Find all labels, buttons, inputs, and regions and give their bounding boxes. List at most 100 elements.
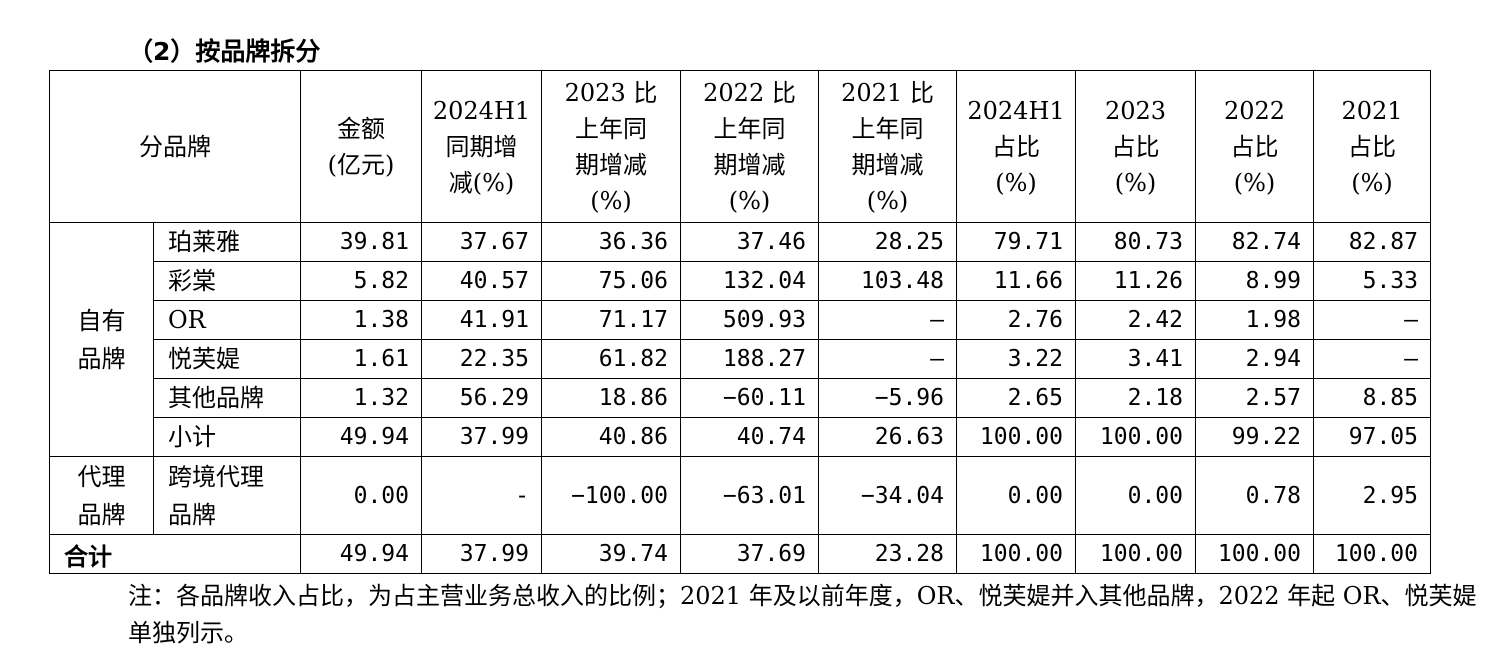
- brand-table: 分品牌 金额 (亿元) 2024H1 同期增 减(%) 2023 比上年同 期增减 (%) 202…: [49, 70, 1431, 574]
- value-cell: 82.87: [1313, 222, 1431, 262]
- value-cell: 40.86: [541, 417, 681, 457]
- brand-cell: 彩棠: [153, 261, 301, 301]
- value-cell: 49.94: [300, 417, 422, 457]
- table-row: 代理 品牌 跨境代理 品牌 0.00- −100.00 −63.01 −34.04 0.00 0.…: [49, 456, 1431, 535]
- value-cell: 100.00: [1075, 417, 1196, 457]
- table-body: 自有 品牌 珀莱雅 39.81 37.67 36.36 37.46 28.25 79.71 80.…: [49, 222, 1431, 574]
- value-cell: 100.00: [1313, 534, 1431, 574]
- total-row: 合计 49.94 37.99 39.74 37.69 23.28 100.00 100.00 1…: [49, 534, 1431, 574]
- header-cell: 金额 (亿元): [300, 70, 422, 223]
- header-text: (%): [728, 186, 771, 215]
- value-cell: –: [818, 339, 957, 379]
- value-cell: 11.66: [956, 261, 1076, 301]
- value-cell: 188.27: [680, 339, 819, 379]
- header-text: (%): [1351, 168, 1393, 197]
- total-label: 合计: [49, 534, 301, 574]
- header-text: (%): [1114, 168, 1157, 197]
- header-text: 金额: [337, 114, 385, 143]
- value-cell: 100.00: [1195, 534, 1314, 574]
- value-cell: 0.00: [1075, 456, 1196, 535]
- header-text: 2023 比: [564, 78, 658, 107]
- value-cell: 61.82: [541, 339, 681, 379]
- brand-text: 跨境代理: [168, 462, 264, 491]
- table-row: 小计 49.94 37.99 40.86 40.74 26.63 100.00 100.00 9…: [50, 417, 1431, 457]
- value-cell: 3.22: [956, 339, 1076, 379]
- header-cell: 2022 比上年同 期增减 (%): [680, 70, 819, 223]
- brand-text: 悦芙媞: [168, 345, 240, 373]
- value-cell: 1.61: [300, 339, 422, 379]
- value-cell: 39.74: [541, 534, 681, 574]
- header-text: 2022: [1223, 96, 1286, 125]
- header-text: 占比: [1230, 132, 1279, 161]
- header-text: 期增减: [713, 150, 786, 179]
- value-cell: 103.48: [818, 261, 957, 301]
- value-cell: −34.04: [818, 456, 957, 535]
- value-cell: 1.32: [300, 378, 422, 418]
- value-cell: 49.94: [300, 534, 422, 574]
- value-cell: −63.01: [680, 456, 819, 535]
- table-row: 其他品牌 1.32 56.29 18.86 −60.11 −5.96 2.65 2.18 2.5…: [50, 378, 1431, 418]
- header-text: 期增减: [851, 150, 924, 179]
- value-cell: 71.17: [541, 300, 681, 340]
- table-row: 悦芙媞 1.61 22.35 61.82 188.27–3.22 3.41 2.94–: [50, 339, 1431, 379]
- note-line: 注：各品牌收入占比，为占主营业务总收入的比例；2021 年及以前年度，OR、悦芙…: [128, 582, 1147, 610]
- table-header: 分品牌 金额 (亿元) 2024H1 同期增 减(%) 2023 比上年同 期增减 (%) 202…: [49, 70, 1431, 223]
- brand-text: 彩棠: [168, 267, 216, 295]
- header-text: 期增减: [575, 150, 647, 179]
- value-cell: 1.38: [300, 300, 422, 340]
- brand-text: 小计: [168, 423, 216, 451]
- value-cell: 2.42: [1075, 300, 1196, 340]
- group-text: 代理: [77, 462, 126, 491]
- value-cell: 2.76: [956, 300, 1076, 340]
- header-text: 占比: [992, 132, 1040, 161]
- header-row: 分品牌 金额 (亿元) 2024H1 同期增 减(%) 2023 比上年同 期增减 (%) 202…: [49, 70, 1431, 223]
- value-cell: 37.69: [680, 534, 819, 574]
- section-heading: （2）按品牌拆分: [128, 37, 321, 66]
- brand-cell: OR: [153, 300, 301, 340]
- value-cell: 37.46: [680, 222, 819, 262]
- header-cell: 2023 占比 (%): [1075, 70, 1196, 223]
- value-cell: −60.11: [680, 378, 819, 418]
- value-cell: 97.05: [1313, 417, 1431, 457]
- value-cell: 2.95: [1313, 456, 1431, 535]
- brand-text: 其他品牌: [168, 384, 264, 412]
- value-cell: 1.98: [1195, 300, 1314, 340]
- note-line: 品牌，2022 年起 OR、悦芙媞单独列示。: [128, 582, 1477, 647]
- brand-text: 珀莱雅: [168, 228, 240, 256]
- value-cell: 26.63: [818, 417, 957, 457]
- header-cell: 2022 占比 (%): [1195, 70, 1314, 223]
- table-row: OR 1.38 41.91 71.17 509.93–2.76 2.42 1.98–: [50, 300, 1431, 340]
- header-cell: 2024H1 同期增 减(%): [421, 70, 542, 223]
- brand-cell: 跨境代理 品牌: [153, 456, 301, 535]
- value-cell: 18.86: [541, 378, 681, 418]
- header-text: 2022 比: [703, 78, 796, 107]
- header-text: 2024H1: [967, 96, 1065, 125]
- header-text: 分品牌: [139, 132, 211, 161]
- value-cell: 100.00: [956, 534, 1076, 574]
- value-cell: 8.85: [1313, 378, 1431, 418]
- value-cell: 132.04: [680, 261, 819, 301]
- header-cell: 2021 占比 (%): [1313, 70, 1431, 223]
- table-row: 彩棠 5.82 40.57 75.06 132.04 103.48 11.66 11.26 8.…: [50, 261, 1431, 301]
- header-text: (%): [590, 186, 632, 215]
- header-text: 同期增: [445, 132, 518, 161]
- value-cell: −5.96: [818, 378, 957, 418]
- value-cell: 80.73: [1075, 222, 1196, 262]
- value-cell: –: [818, 300, 957, 340]
- value-cell: 0.78: [1195, 456, 1314, 535]
- header-cell: 分品牌: [49, 70, 301, 223]
- table-row: 自有 品牌 珀莱雅 39.81 37.67 36.36 37.46 28.25 79.71 80.…: [49, 222, 1431, 457]
- value-cell: 36.36: [541, 222, 681, 262]
- value-cell: 23.28: [818, 534, 957, 574]
- value-cell: 82.74: [1195, 222, 1314, 262]
- value-cell: 2.57: [1195, 378, 1314, 418]
- group-text: 品牌: [77, 344, 126, 373]
- header-text: 2021 比: [841, 78, 934, 107]
- value-cell: 0.00: [300, 456, 422, 535]
- value-cell: 37.99: [421, 417, 542, 457]
- value-cell: 8.99: [1195, 261, 1314, 301]
- value-cell: 37.99: [421, 534, 542, 574]
- value-cell: 0.00: [956, 456, 1076, 535]
- value-cell: 40.57: [421, 261, 542, 301]
